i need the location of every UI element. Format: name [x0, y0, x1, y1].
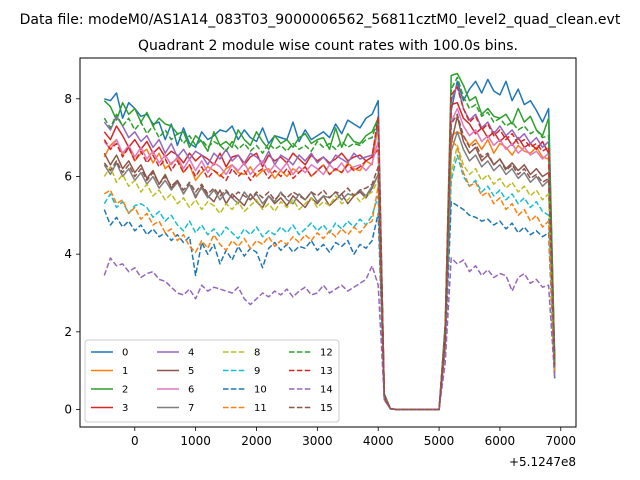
legend-label-9: 9 — [254, 366, 260, 377]
legend-label-12: 12 — [320, 348, 333, 359]
legend-label-7: 7 — [188, 403, 194, 414]
y-tick-label: 2 — [64, 325, 72, 339]
y-tick-label: 6 — [64, 169, 72, 183]
chart-title: Quadrant 2 module wise count rates with … — [138, 38, 518, 54]
legend-label-10: 10 — [254, 385, 267, 396]
legend-label-4: 4 — [188, 348, 194, 359]
x-tick-label: 2000 — [241, 434, 272, 448]
y-tick-label: 8 — [64, 92, 72, 106]
legend-label-0: 0 — [122, 348, 128, 359]
legend-label-8: 8 — [254, 348, 260, 359]
legend-label-15: 15 — [320, 403, 333, 414]
x-tick-label: 6000 — [485, 434, 516, 448]
legend: 0123456789101112131415 — [85, 340, 339, 422]
x-tick-label: 1000 — [180, 434, 211, 448]
x-tick-label: 0 — [131, 434, 139, 448]
legend-label-2: 2 — [122, 385, 128, 396]
legend-label-14: 14 — [320, 385, 333, 396]
legend-label-1: 1 — [122, 366, 128, 377]
x-offset-label: +5.1247e8 — [509, 455, 576, 469]
x-tick-label: 4000 — [363, 434, 394, 448]
legend-label-5: 5 — [188, 366, 194, 377]
legend-label-13: 13 — [320, 366, 333, 377]
x-tick-label: 7000 — [546, 434, 577, 448]
x-tick-label: 5000 — [424, 434, 455, 448]
legend-label-6: 6 — [188, 385, 194, 396]
legend-label-11: 11 — [254, 403, 267, 414]
figure-suptitle: Data file: modeM0/AS1A14_083T03_90000065… — [20, 12, 621, 28]
y-tick-label: 0 — [64, 403, 72, 417]
x-tick-label: 3000 — [302, 434, 333, 448]
y-tick-label: 4 — [64, 247, 72, 261]
legend-label-3: 3 — [122, 403, 128, 414]
